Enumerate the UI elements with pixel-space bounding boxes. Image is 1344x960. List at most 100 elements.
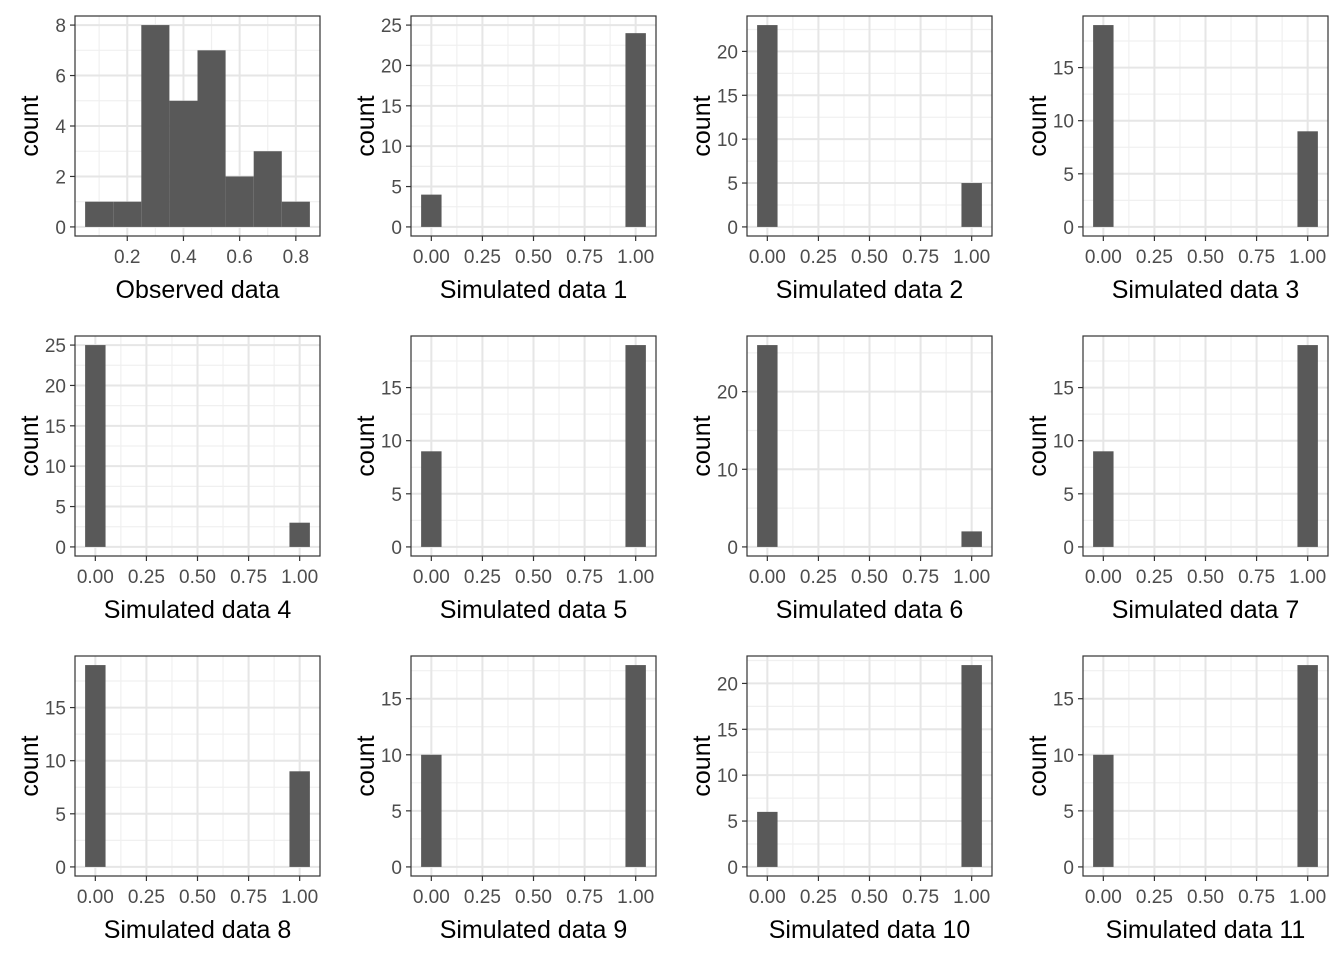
y-tick-label: 10 [381,137,402,158]
y-tick-label: 20 [717,383,738,404]
x-tick-label: 0.50 [851,247,888,268]
histogram-svg: 0.00 0.25 0.50 0.75 1.00 0 5 10 15 20 25 Simulated … [16,335,321,624]
histogram-bar [113,201,142,227]
x-tick-label: 1.00 [953,567,990,588]
x-axis-title: Observed data [116,276,280,304]
x-tick-label: 1.00 [1289,247,1326,268]
x-tick-label: 1.00 [281,567,318,588]
x-tick-label: 0.2 [114,247,140,268]
y-tick-label: 15 [381,379,402,400]
x-tick-label: 0.25 [464,567,501,588]
y-tick-label: 10 [381,746,402,767]
x-tick-label: 0.00 [749,887,786,908]
x-tick-label: 0.00 [77,887,114,908]
x-axis-title: Simulated data 4 [104,596,292,624]
x-tick-label: 0.75 [902,247,939,268]
x-tick-label: 0.00 [413,887,450,908]
y-axis-title: count [1024,735,1052,796]
y-axis-title: count [16,95,44,156]
y-tick-label: 20 [717,42,738,63]
y-tick-label: 5 [391,802,402,823]
y-tick-label: 4 [55,117,66,138]
y-tick-label: 0 [727,538,738,559]
x-axis-title: Simulated data 2 [776,276,964,304]
x-axis-title: Simulated data 11 [1106,916,1306,944]
y-tick-label: 0 [727,218,738,239]
x-tick-label: 0.50 [515,887,552,908]
histogram-bar [757,25,778,227]
histogram-svg: 0.00 0.25 0.50 0.75 1.00 0 5 10 15 Simulated data… [1024,655,1329,944]
histogram-panel: 0.00 0.25 0.50 0.75 1.00 0 5 10 15 20 25 Simulated … [0,320,336,640]
x-axis-title: Simulated data 5 [440,596,628,624]
x-tick-label: 1.00 [1289,567,1326,588]
y-tick-label: 15 [45,699,66,720]
y-tick-label: 0 [55,538,66,559]
histogram-panel: 0.00 0.25 0.50 0.75 1.00 0 5 10 15 Simulated data… [336,320,672,640]
y-tick-label: 0 [727,858,738,879]
y-tick-label: 25 [381,16,402,37]
x-tick-label: 1.00 [617,247,654,268]
x-tick-label: 0.00 [77,567,114,588]
y-tick-label: 15 [717,720,738,741]
x-tick-label: 0.50 [515,567,552,588]
x-tick-label: 0.75 [566,887,603,908]
y-tick-label: 5 [1063,485,1074,506]
x-tick-label: 0.75 [1238,247,1275,268]
y-axis-title: count [688,95,716,156]
y-tick-label: 5 [55,498,66,519]
y-tick-label: 2 [55,167,66,188]
y-tick-label: 0 [1063,538,1074,559]
y-tick-label: 5 [727,812,738,833]
x-tick-label: 0.25 [128,567,165,588]
histogram-bar [289,522,310,547]
histogram-bar [421,754,442,867]
x-tick-label: 0.50 [515,247,552,268]
histogram-bar [625,665,646,867]
x-tick-label: 0.50 [1187,247,1224,268]
x-axis-title: Simulated data 10 [769,916,971,944]
x-tick-label: 0.50 [179,887,216,908]
histogram-panel: 0.00 0.25 0.50 0.75 1.00 0 5 10 15 20 25 Simulated … [336,0,672,320]
histogram-bar [1297,131,1318,227]
x-tick-label: 0.75 [566,567,603,588]
x-tick-label: 0.6 [226,247,252,268]
x-tick-label: 0.75 [902,887,939,908]
x-tick-label: 0.25 [1136,887,1173,908]
histogram-bar [757,345,778,547]
x-axis-title: Simulated data 7 [1112,596,1300,624]
y-tick-label: 5 [391,485,402,506]
histogram-bar [281,201,310,227]
x-tick-label: 0.75 [902,567,939,588]
histogram-panel: 0.00 0.25 0.50 0.75 1.00 0 10 20 Simulated data … [672,320,1008,640]
y-tick-label: 15 [45,417,66,438]
histogram-bar [85,201,114,227]
histogram-bar [1093,25,1114,227]
y-tick-label: 10 [717,766,738,787]
x-tick-label: 0.50 [1187,887,1224,908]
y-tick-label: 0 [55,218,66,239]
y-axis-title: count [688,415,716,476]
histogram-bar [1093,451,1114,547]
y-tick-label: 15 [1053,379,1074,400]
x-tick-label: 1.00 [953,887,990,908]
x-tick-label: 0.8 [283,247,309,268]
x-tick-label: 0.25 [1136,567,1173,588]
y-tick-label: 5 [391,178,402,199]
histogram-svg: 0.00 0.25 0.50 0.75 1.00 0 5 10 15 20 Simulated da… [688,655,993,944]
y-tick-label: 0 [1063,218,1074,239]
histogram-bar [85,345,106,547]
x-tick-label: 1.00 [617,567,654,588]
x-tick-label: 0.4 [170,247,197,268]
y-axis-title: count [16,735,44,796]
y-tick-label: 10 [1053,432,1074,453]
histogram-svg: 0.00 0.25 0.50 0.75 1.00 0 5 10 15 20 25 Simulated … [352,15,657,304]
y-tick-label: 6 [55,67,66,88]
x-tick-label: 0.25 [800,567,837,588]
histogram-bar [757,811,778,867]
x-axis-title: Simulated data 9 [440,916,628,944]
histogram-bar [961,665,982,867]
histogram-svg: 0.00 0.25 0.50 0.75 1.00 0 10 20 Simulated data … [688,335,993,624]
x-tick-label: 0.00 [413,247,450,268]
histogram-bar [961,183,982,227]
